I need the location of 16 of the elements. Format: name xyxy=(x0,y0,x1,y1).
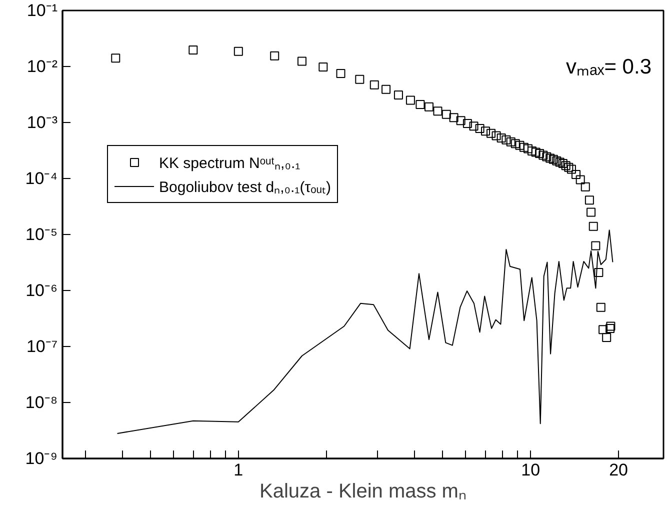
y-tick-label: 10⁻⁶ xyxy=(26,281,58,300)
annotation: vₘₐₓ= 0.3 xyxy=(566,56,652,78)
y-tick-label: 10⁻⁷ xyxy=(26,337,58,356)
y-tick-label: 10⁻³ xyxy=(26,113,58,132)
y-tick-label: 10⁻⁹ xyxy=(25,449,58,468)
y-tick-label: 10⁻⁸ xyxy=(25,393,58,412)
x-axis-title: Kaluza - Klein mass mₙ xyxy=(260,480,466,502)
y-tick-label: 10⁻⁵ xyxy=(26,225,58,244)
x-tick-label: 1 xyxy=(234,460,244,480)
y-tick-label: 10⁻⁴ xyxy=(25,169,58,188)
y-tick-label: 10⁻¹ xyxy=(26,1,58,20)
x-tick-label: 10 xyxy=(521,460,540,480)
legend-label: Bogoliubov test dₙ,₀.₁(τₒᵤₜ) xyxy=(159,178,332,196)
y-tick-label: 10⁻² xyxy=(26,57,58,76)
legend-label: KK spectrum Nᵒᵘᵗₙ,₀.₁ xyxy=(159,154,300,172)
x-tick-label: 20 xyxy=(609,460,628,480)
